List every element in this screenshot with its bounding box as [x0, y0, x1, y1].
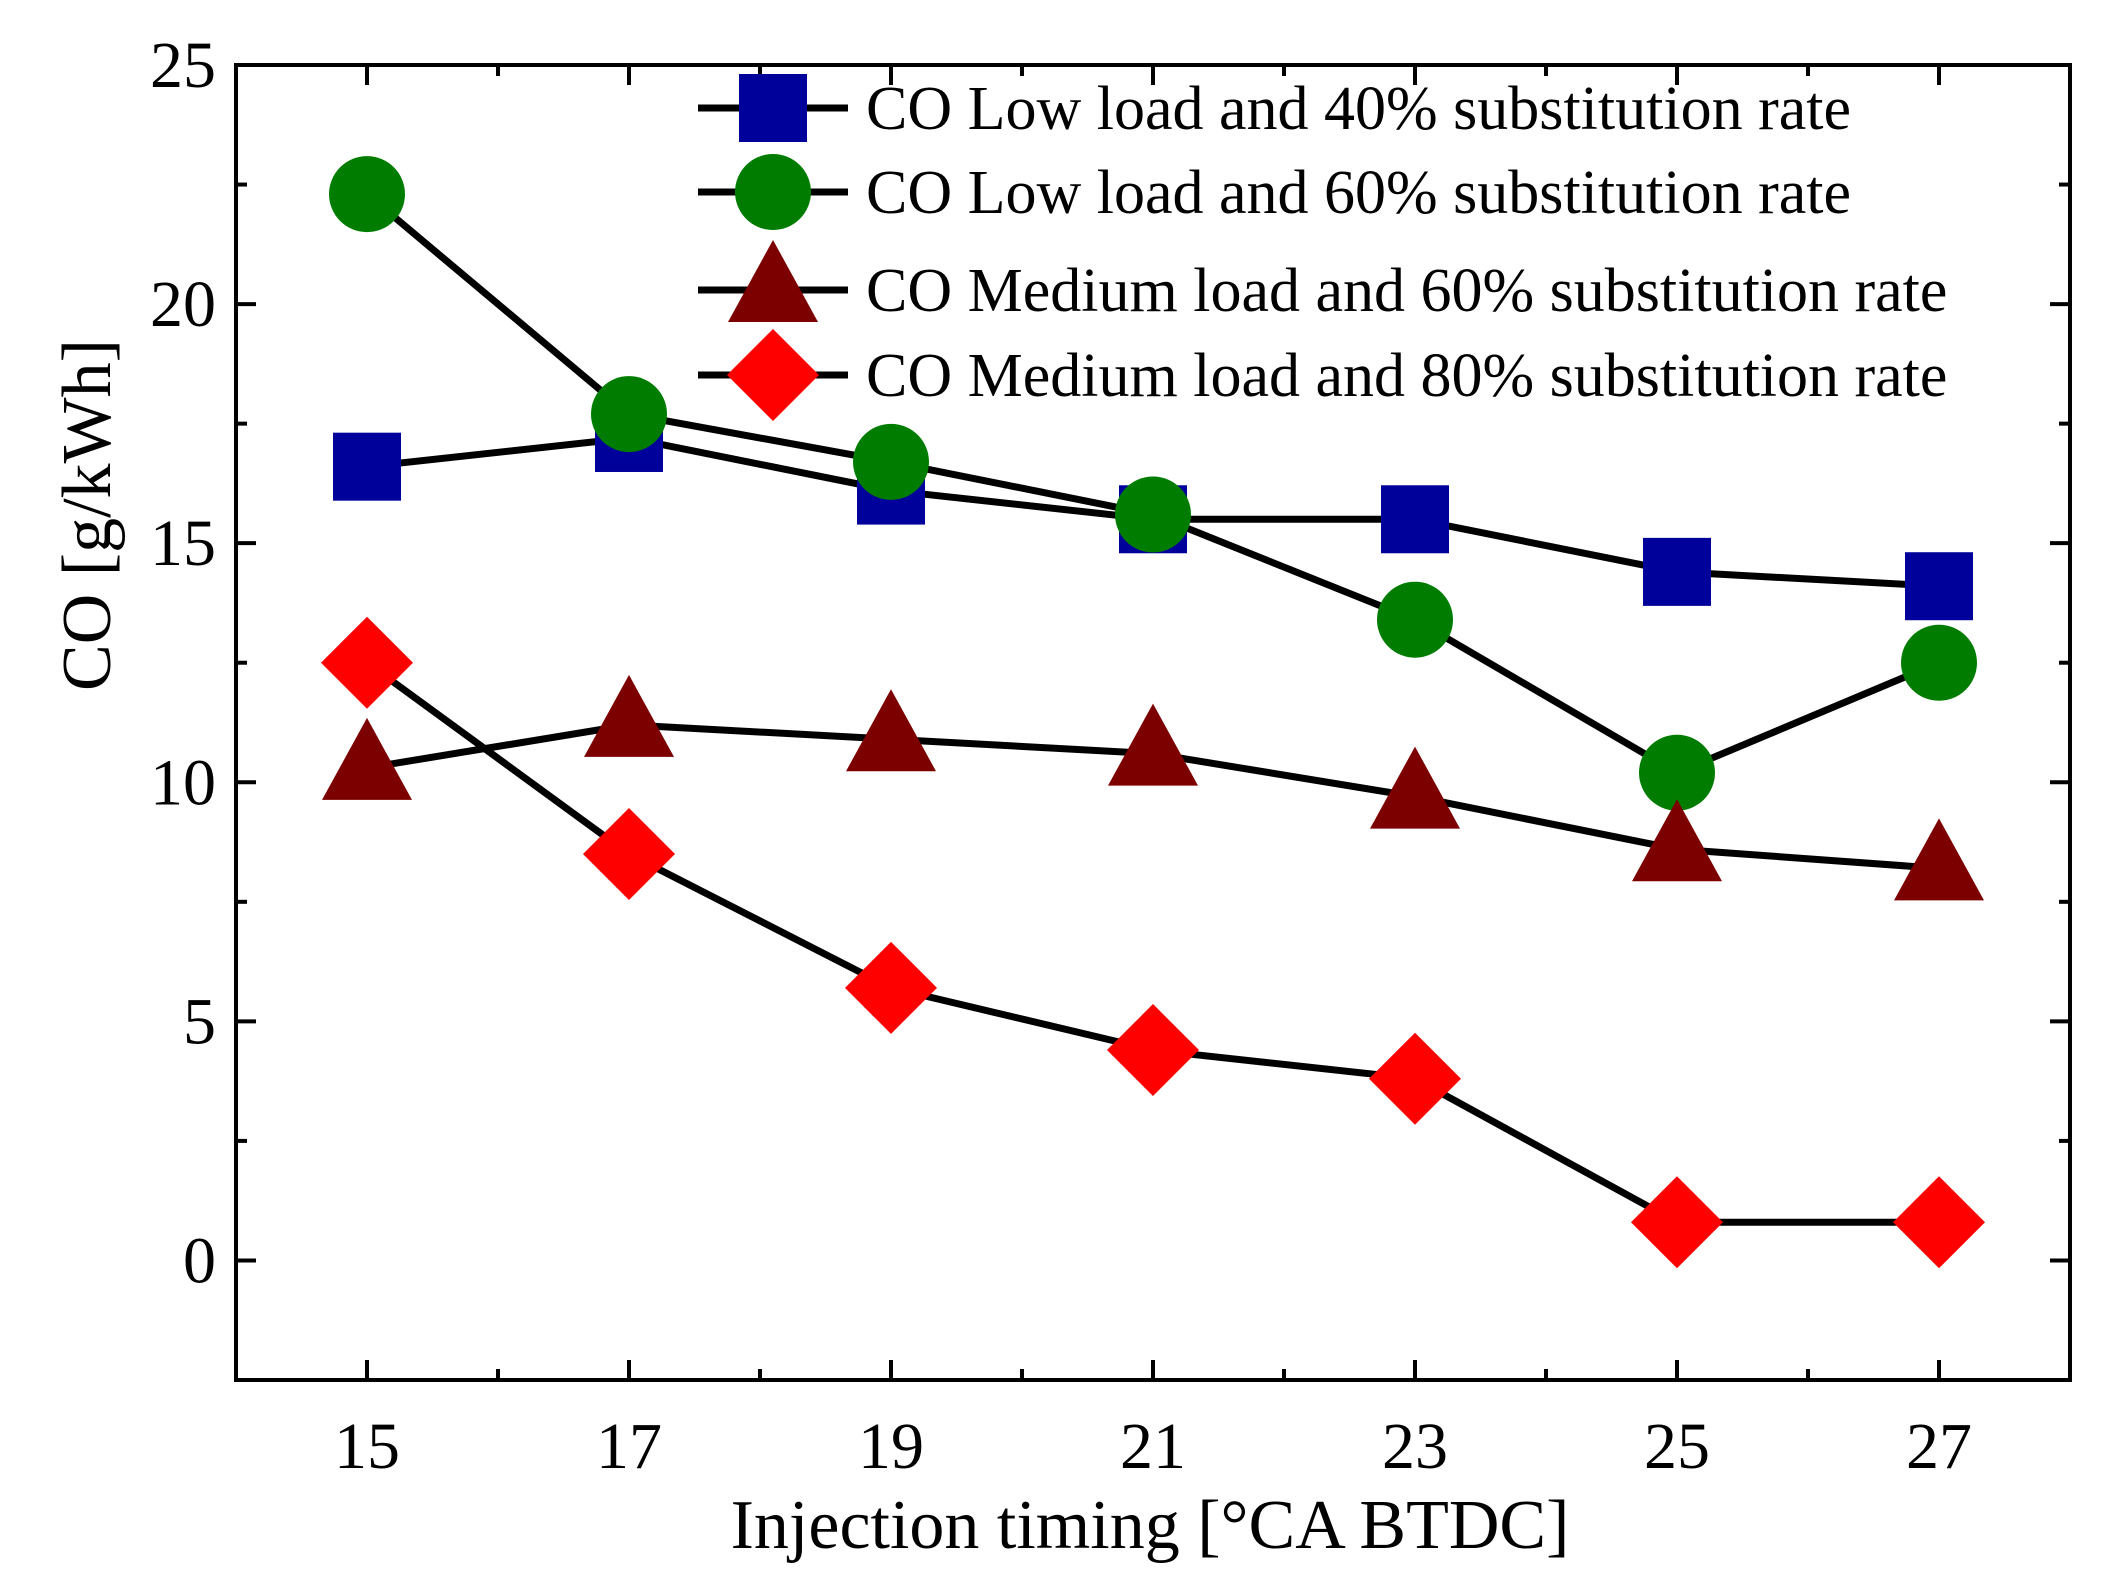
data-point-series-3: [584, 674, 674, 757]
legend-marker: [739, 74, 807, 142]
data-point-series-2: [591, 376, 667, 453]
data-point-series-4: [583, 808, 675, 900]
data-point-series-2: [329, 156, 405, 233]
y-tick-label: 10: [150, 746, 216, 819]
legend-label: CO Low load and 40% substitution rate: [866, 75, 1851, 143]
x-tick-label: 21: [1120, 1410, 1186, 1483]
data-point-series-3: [846, 689, 936, 772]
legend-label: CO Medium load and 60% substitution rate: [866, 257, 1947, 325]
y-tick-label: 5: [183, 985, 216, 1058]
data-point-series-1: [1643, 537, 1711, 606]
data-point-series-3: [1632, 799, 1722, 882]
y-tick-label: 20: [150, 268, 216, 341]
data-point-series-4: [1631, 1176, 1723, 1269]
data-point-series-2: [1377, 581, 1453, 658]
x-tick-label: 27: [1906, 1410, 1972, 1483]
data-point-series-4: [845, 941, 937, 1034]
x-tick-label: 19: [858, 1410, 924, 1483]
data-point-series-3: [1894, 818, 1984, 901]
data-point-series-2: [1901, 624, 1977, 701]
data-point-series-1: [1381, 485, 1449, 554]
data-point-series-1: [333, 432, 401, 501]
y-tick-label: 15: [150, 507, 216, 580]
x-tick-label: 15: [334, 1410, 400, 1483]
data-point-series-3: [322, 717, 412, 800]
x-axis-title: Injection timing [°CA BTDC]: [731, 1487, 1570, 1564]
y-tick-label: 25: [150, 29, 216, 102]
data-point-series-4: [1369, 1032, 1461, 1125]
data-point-series-2: [1115, 476, 1191, 553]
legend-marker: [728, 240, 818, 322]
data-point-series-1: [1905, 552, 1973, 621]
data-point-series-4: [1893, 1176, 1985, 1269]
legend-marker: [735, 154, 811, 230]
legend-label: CO Low load and 60% substitution rate: [866, 159, 1851, 227]
data-point-series-4: [1107, 1004, 1199, 1097]
data-point-series-3: [1108, 703, 1198, 786]
x-tick-label: 23: [1382, 1410, 1448, 1483]
y-tick-label: 0: [183, 1224, 216, 1297]
legend-label: CO Medium load and 80% substitution rate: [866, 342, 1947, 410]
data-point-series-4: [321, 616, 413, 709]
legend-marker: [727, 329, 819, 421]
x-tick-label: 17: [596, 1410, 662, 1483]
data-point-series-3: [1370, 746, 1460, 829]
legend: CO Low load and 40% substitution rate CO …: [698, 74, 1947, 421]
data-point-series-2: [853, 423, 929, 500]
x-tick-label: 25: [1644, 1410, 1710, 1483]
axes: 0 5 10 15 20 25 15 17 19 21 23 25 27: [150, 29, 2072, 1483]
data-point-series-2: [1639, 734, 1715, 811]
y-axis-title: CO [g/kWh]: [49, 339, 126, 691]
series-markers: [321, 156, 1985, 1269]
